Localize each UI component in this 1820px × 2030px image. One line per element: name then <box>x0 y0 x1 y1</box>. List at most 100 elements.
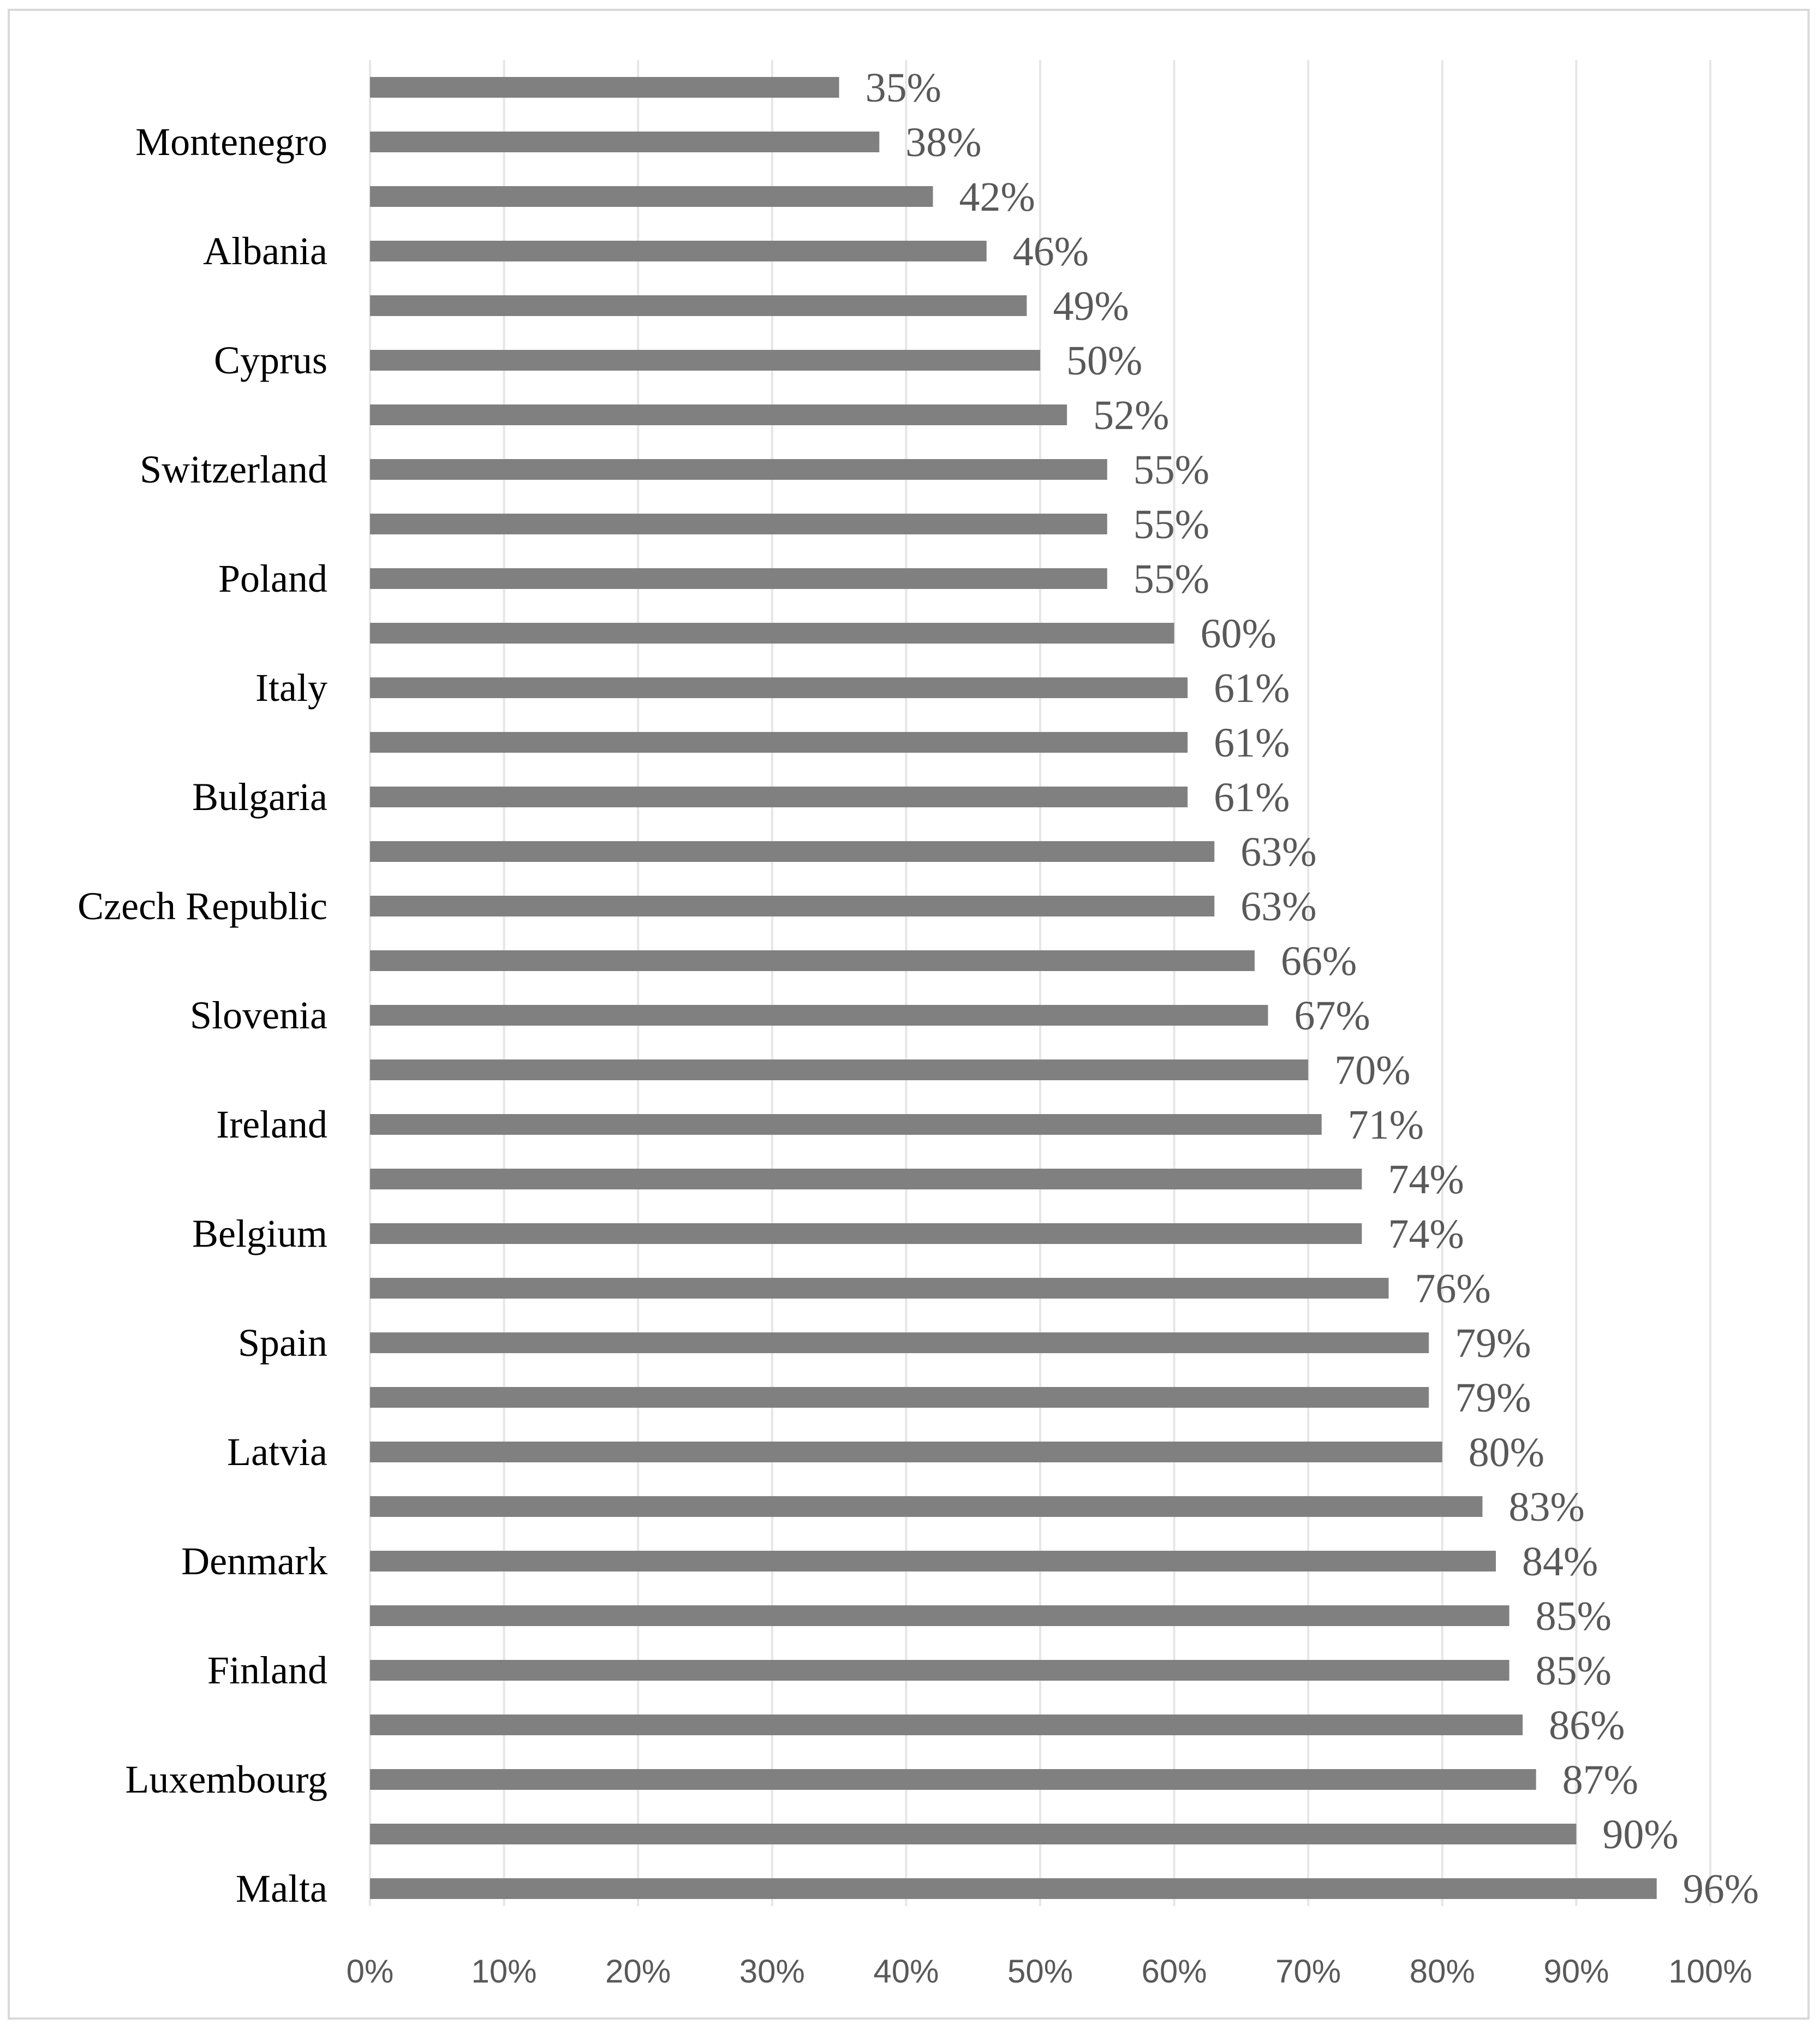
data-label-30: 85% <box>1536 1648 1612 1694</box>
category-label-italy: Italy <box>255 666 327 710</box>
bar-29 <box>370 1605 1509 1626</box>
x-tick-label-90pct: 90% <box>1543 1953 1609 1990</box>
category-labels: Montenegro Albania Cyprus Switzerland Poland… <box>77 120 327 1910</box>
x-tick-label-50pct: 50% <box>1007 1953 1073 1990</box>
bar-22 <box>370 1223 1362 1244</box>
data-label-25: 79% <box>1455 1375 1531 1421</box>
category-label-ireland: Ireland <box>216 1103 327 1146</box>
bar-32 <box>370 1769 1536 1790</box>
category-label-slovenia: Slovenia <box>190 993 327 1037</box>
data-label-24: 79% <box>1455 1320 1531 1366</box>
bar-12 <box>370 677 1188 698</box>
data-label-8: 55% <box>1133 447 1209 493</box>
category-label-cyprus: Cyprus <box>214 338 327 382</box>
x-tick-label-80pct: 80% <box>1410 1953 1475 1990</box>
data-label-19: 70% <box>1334 1047 1410 1093</box>
data-label-5: 49% <box>1053 283 1129 329</box>
x-tick-label-20pct: 20% <box>605 1953 671 1990</box>
data-label-9: 55% <box>1133 502 1209 547</box>
category-label-czech-republic: Czech Republic <box>77 884 327 928</box>
bar-7 <box>370 404 1067 425</box>
category-label-latvia: Latvia <box>227 1430 327 1474</box>
bar-5 <box>370 295 1027 316</box>
data-label-34: 96% <box>1683 1866 1759 1912</box>
x-tick-label-40pct: 40% <box>873 1953 939 1990</box>
bar-30 <box>370 1660 1509 1681</box>
data-label-13: 61% <box>1214 720 1290 766</box>
category-label-denmark: Denmark <box>181 1539 327 1583</box>
bar-3 <box>370 186 933 207</box>
data-label-32: 87% <box>1562 1757 1638 1803</box>
bar-18 <box>370 1005 1268 1026</box>
data-label-33: 90% <box>1602 1812 1678 1858</box>
category-label-malta: Malta <box>236 1867 327 1910</box>
data-label-1: 35% <box>866 65 941 111</box>
bar-34 <box>370 1878 1657 1899</box>
data-label-21: 74% <box>1388 1157 1464 1202</box>
bar-21 <box>370 1169 1362 1189</box>
bar-23 <box>370 1278 1389 1299</box>
bar-8 <box>370 459 1107 480</box>
data-label-26: 80% <box>1469 1430 1544 1475</box>
bar-15 <box>370 841 1215 862</box>
bar-10 <box>370 568 1107 589</box>
bar-19 <box>370 1059 1309 1080</box>
bar-24 <box>370 1332 1429 1353</box>
bar-26 <box>370 1442 1442 1462</box>
x-tick-label-0pct: 0% <box>347 1953 394 1990</box>
data-label-11: 60% <box>1201 611 1276 657</box>
bar-6 <box>370 350 1040 371</box>
data-label-22: 74% <box>1388 1211 1464 1257</box>
bar-9 <box>370 514 1107 534</box>
category-label-finland: Finland <box>207 1648 327 1692</box>
data-label-14: 61% <box>1214 775 1290 820</box>
bar-33 <box>370 1824 1577 1844</box>
data-label-4: 46% <box>1013 229 1089 275</box>
bar-13 <box>370 732 1188 753</box>
bar-2 <box>370 132 880 152</box>
x-tick-label-60pct: 60% <box>1142 1953 1207 1990</box>
data-label-3: 42% <box>959 174 1035 220</box>
bar-31 <box>370 1715 1523 1735</box>
data-label-28: 84% <box>1522 1539 1598 1585</box>
data-label-17: 66% <box>1281 938 1357 984</box>
data-label-31: 86% <box>1549 1702 1625 1748</box>
data-label-12: 61% <box>1214 665 1290 711</box>
category-label-belgium: Belgium <box>192 1212 327 1255</box>
data-labels: 35% 38% 42% 46% 49% 50% 52% 55% 55% 55% 60% 61% 61% 6… <box>866 65 1759 1912</box>
bar-11 <box>370 623 1174 644</box>
category-label-luxembourg: Luxembourg <box>125 1758 327 1801</box>
data-label-7: 52% <box>1093 392 1169 438</box>
data-label-23: 76% <box>1415 1266 1491 1312</box>
bar-1 <box>370 77 839 98</box>
x-tick-label-10pct: 10% <box>472 1953 537 1990</box>
data-label-27: 83% <box>1508 1484 1584 1530</box>
category-label-montenegro: Montenegro <box>135 120 327 164</box>
data-label-2: 38% <box>905 120 981 165</box>
bar-16 <box>370 896 1215 916</box>
category-label-poland: Poland <box>218 557 327 600</box>
category-label-switzerland: Switzerland <box>140 448 327 491</box>
category-label-spain: Spain <box>238 1321 327 1365</box>
data-label-10: 55% <box>1133 556 1209 602</box>
data-label-6: 50% <box>1066 338 1142 384</box>
gridlines <box>369 60 1711 1906</box>
bar-17 <box>370 950 1255 971</box>
data-label-18: 67% <box>1294 993 1370 1039</box>
bar-25 <box>370 1387 1429 1408</box>
bar-4 <box>370 241 987 261</box>
bar-20 <box>370 1114 1322 1135</box>
data-label-29: 85% <box>1536 1593 1612 1639</box>
bars <box>370 77 1657 1899</box>
x-axis-ticks: 0% 10% 20% 30% 40% 50% 60% 70% 80% 90% 100% <box>347 1953 1752 1990</box>
bar-27 <box>370 1496 1483 1517</box>
x-tick-label-70pct: 70% <box>1275 1953 1341 1990</box>
bar-28 <box>370 1551 1496 1571</box>
data-label-16: 63% <box>1240 884 1316 930</box>
data-label-15: 63% <box>1240 829 1316 875</box>
x-tick-label-30pct: 30% <box>739 1953 805 1990</box>
bar-14 <box>370 787 1188 807</box>
x-tick-label-100pct: 100% <box>1668 1953 1752 1990</box>
data-label-20: 71% <box>1348 1102 1424 1148</box>
